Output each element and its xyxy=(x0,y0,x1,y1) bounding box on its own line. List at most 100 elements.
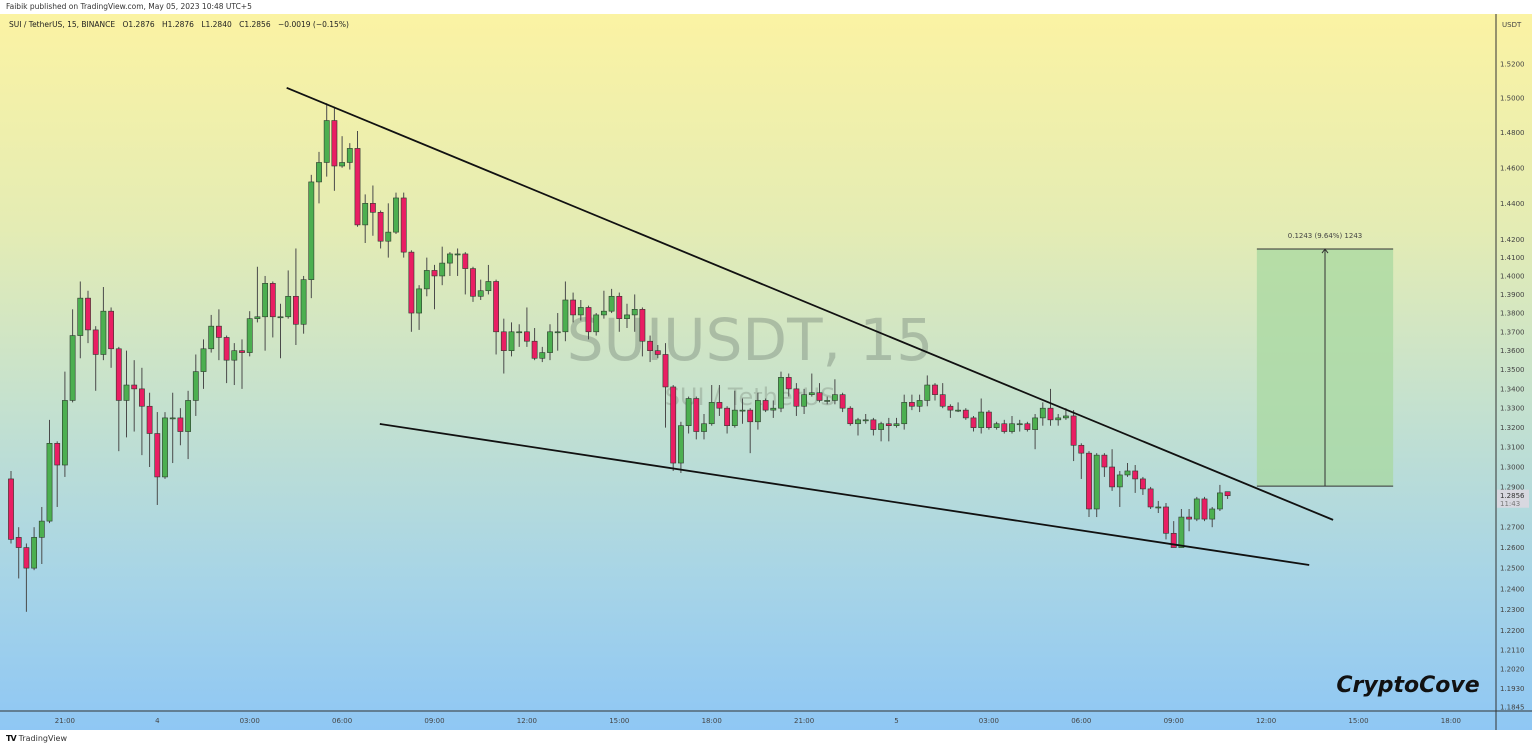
candle-body-up xyxy=(701,423,707,432)
candle-body-up xyxy=(423,270,430,290)
candle-body-down xyxy=(762,400,769,411)
candle xyxy=(939,383,946,409)
candle-body-up xyxy=(339,162,345,167)
price-tick-label: 1.3900 xyxy=(1500,291,1525,299)
candle-body-up xyxy=(993,423,1000,428)
candle-body-up xyxy=(1055,417,1062,421)
candle xyxy=(570,292,576,323)
candle xyxy=(185,390,191,460)
candle-body-up xyxy=(477,290,484,297)
candle xyxy=(85,290,91,344)
candle-body-up xyxy=(323,120,330,163)
candle xyxy=(69,309,76,403)
candle-body-down xyxy=(693,398,700,432)
candle-body-up xyxy=(508,331,515,351)
candle-body-up xyxy=(978,411,985,428)
candle xyxy=(701,414,707,440)
candle-body-up xyxy=(439,262,446,277)
candle xyxy=(824,396,831,405)
candle-body-down xyxy=(570,299,576,316)
candle xyxy=(585,305,592,340)
candle-body-up xyxy=(316,162,322,183)
candle xyxy=(577,300,584,321)
candle xyxy=(708,385,715,426)
candle xyxy=(685,396,692,434)
price-tick-label: 1.2900 xyxy=(1500,483,1525,491)
candle-body-up xyxy=(739,409,746,412)
candle-body-up xyxy=(100,310,107,355)
candle-body-up xyxy=(38,520,45,538)
candle xyxy=(1032,414,1038,450)
candle xyxy=(978,398,985,434)
candle xyxy=(785,373,792,397)
price-tick-label: 1.4400 xyxy=(1500,200,1525,208)
candle-body-up xyxy=(539,352,546,359)
candle xyxy=(724,406,730,434)
candle xyxy=(1224,491,1231,499)
candle-body-up xyxy=(901,402,908,425)
candle xyxy=(778,371,784,413)
candle xyxy=(23,543,30,612)
candle-body-down xyxy=(331,120,338,167)
candle xyxy=(862,414,869,424)
candle xyxy=(855,417,861,436)
candle xyxy=(1116,470,1123,507)
price-axis[interactable]: USDT 1.5200 1.5000 1.4800 1.4600 1.4400 1.4200… xyxy=(1495,14,1529,730)
candle-body-down xyxy=(146,405,153,434)
time-tick-label: 15:00 xyxy=(609,717,629,725)
footer-name: TradingView xyxy=(18,734,67,743)
time-tick-label: 21:00 xyxy=(794,717,814,725)
candle xyxy=(31,527,37,571)
price-tick-label: 1.3200 xyxy=(1500,424,1525,432)
candle-body-up xyxy=(778,377,784,409)
price-range-measure[interactable]: 0.1243 (9.64%) 1243 xyxy=(1256,232,1394,487)
candle xyxy=(1001,419,1008,434)
price-tick-label: 1.2500 xyxy=(1500,565,1525,573)
candle xyxy=(516,324,523,347)
candle-body-down xyxy=(939,394,946,407)
candle xyxy=(423,257,430,297)
price-tick-label: 1.2200 xyxy=(1500,627,1525,635)
candle xyxy=(523,307,530,347)
price-tick-label: 1.3000 xyxy=(1500,464,1525,472)
trendline-lower xyxy=(379,423,1310,566)
candle-body-down xyxy=(1024,423,1031,430)
candle xyxy=(662,343,669,428)
candle xyxy=(1132,465,1139,493)
candle xyxy=(608,288,615,314)
candle-body-down xyxy=(500,331,507,351)
candle-body-up xyxy=(593,314,600,333)
candle-body-down xyxy=(1047,407,1054,421)
candle-body-up xyxy=(69,335,76,401)
candle xyxy=(277,303,284,359)
candle-body-down xyxy=(292,295,299,325)
candle-body-down xyxy=(139,388,145,407)
candle xyxy=(77,281,84,359)
candle xyxy=(46,419,53,524)
candle xyxy=(562,281,569,342)
candle-body-down xyxy=(1086,452,1092,510)
candle xyxy=(808,373,815,397)
candle-body-up xyxy=(677,425,684,464)
candle xyxy=(154,412,161,505)
price-tick-label: 1.4200 xyxy=(1500,236,1525,244)
footer: TV TradingView xyxy=(6,734,67,743)
candle-body-up xyxy=(446,253,453,264)
trendlines[interactable] xyxy=(286,86,1334,566)
candle-body-up xyxy=(600,310,607,316)
candle-body-down xyxy=(354,148,361,226)
candle xyxy=(754,392,761,430)
candle-body-down xyxy=(839,394,846,409)
candle xyxy=(600,290,607,319)
candle xyxy=(100,287,107,361)
price-tick-label: 1.4000 xyxy=(1500,272,1525,280)
candle-body-down xyxy=(1224,491,1231,497)
candle xyxy=(1070,410,1077,462)
candle-body-up xyxy=(208,325,215,350)
price-tick-label: 1.5200 xyxy=(1500,60,1525,68)
candle-body-down xyxy=(493,281,499,333)
time-axis[interactable]: 21:00 4 03:00 06:00 09:00 12:00 15:00 18:00 21:0… xyxy=(0,710,1532,725)
candle-body-up xyxy=(754,400,761,423)
candle-body-down xyxy=(793,388,800,407)
